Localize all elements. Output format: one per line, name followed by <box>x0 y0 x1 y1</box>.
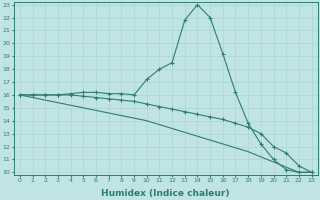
X-axis label: Humidex (Indice chaleur): Humidex (Indice chaleur) <box>101 189 230 198</box>
